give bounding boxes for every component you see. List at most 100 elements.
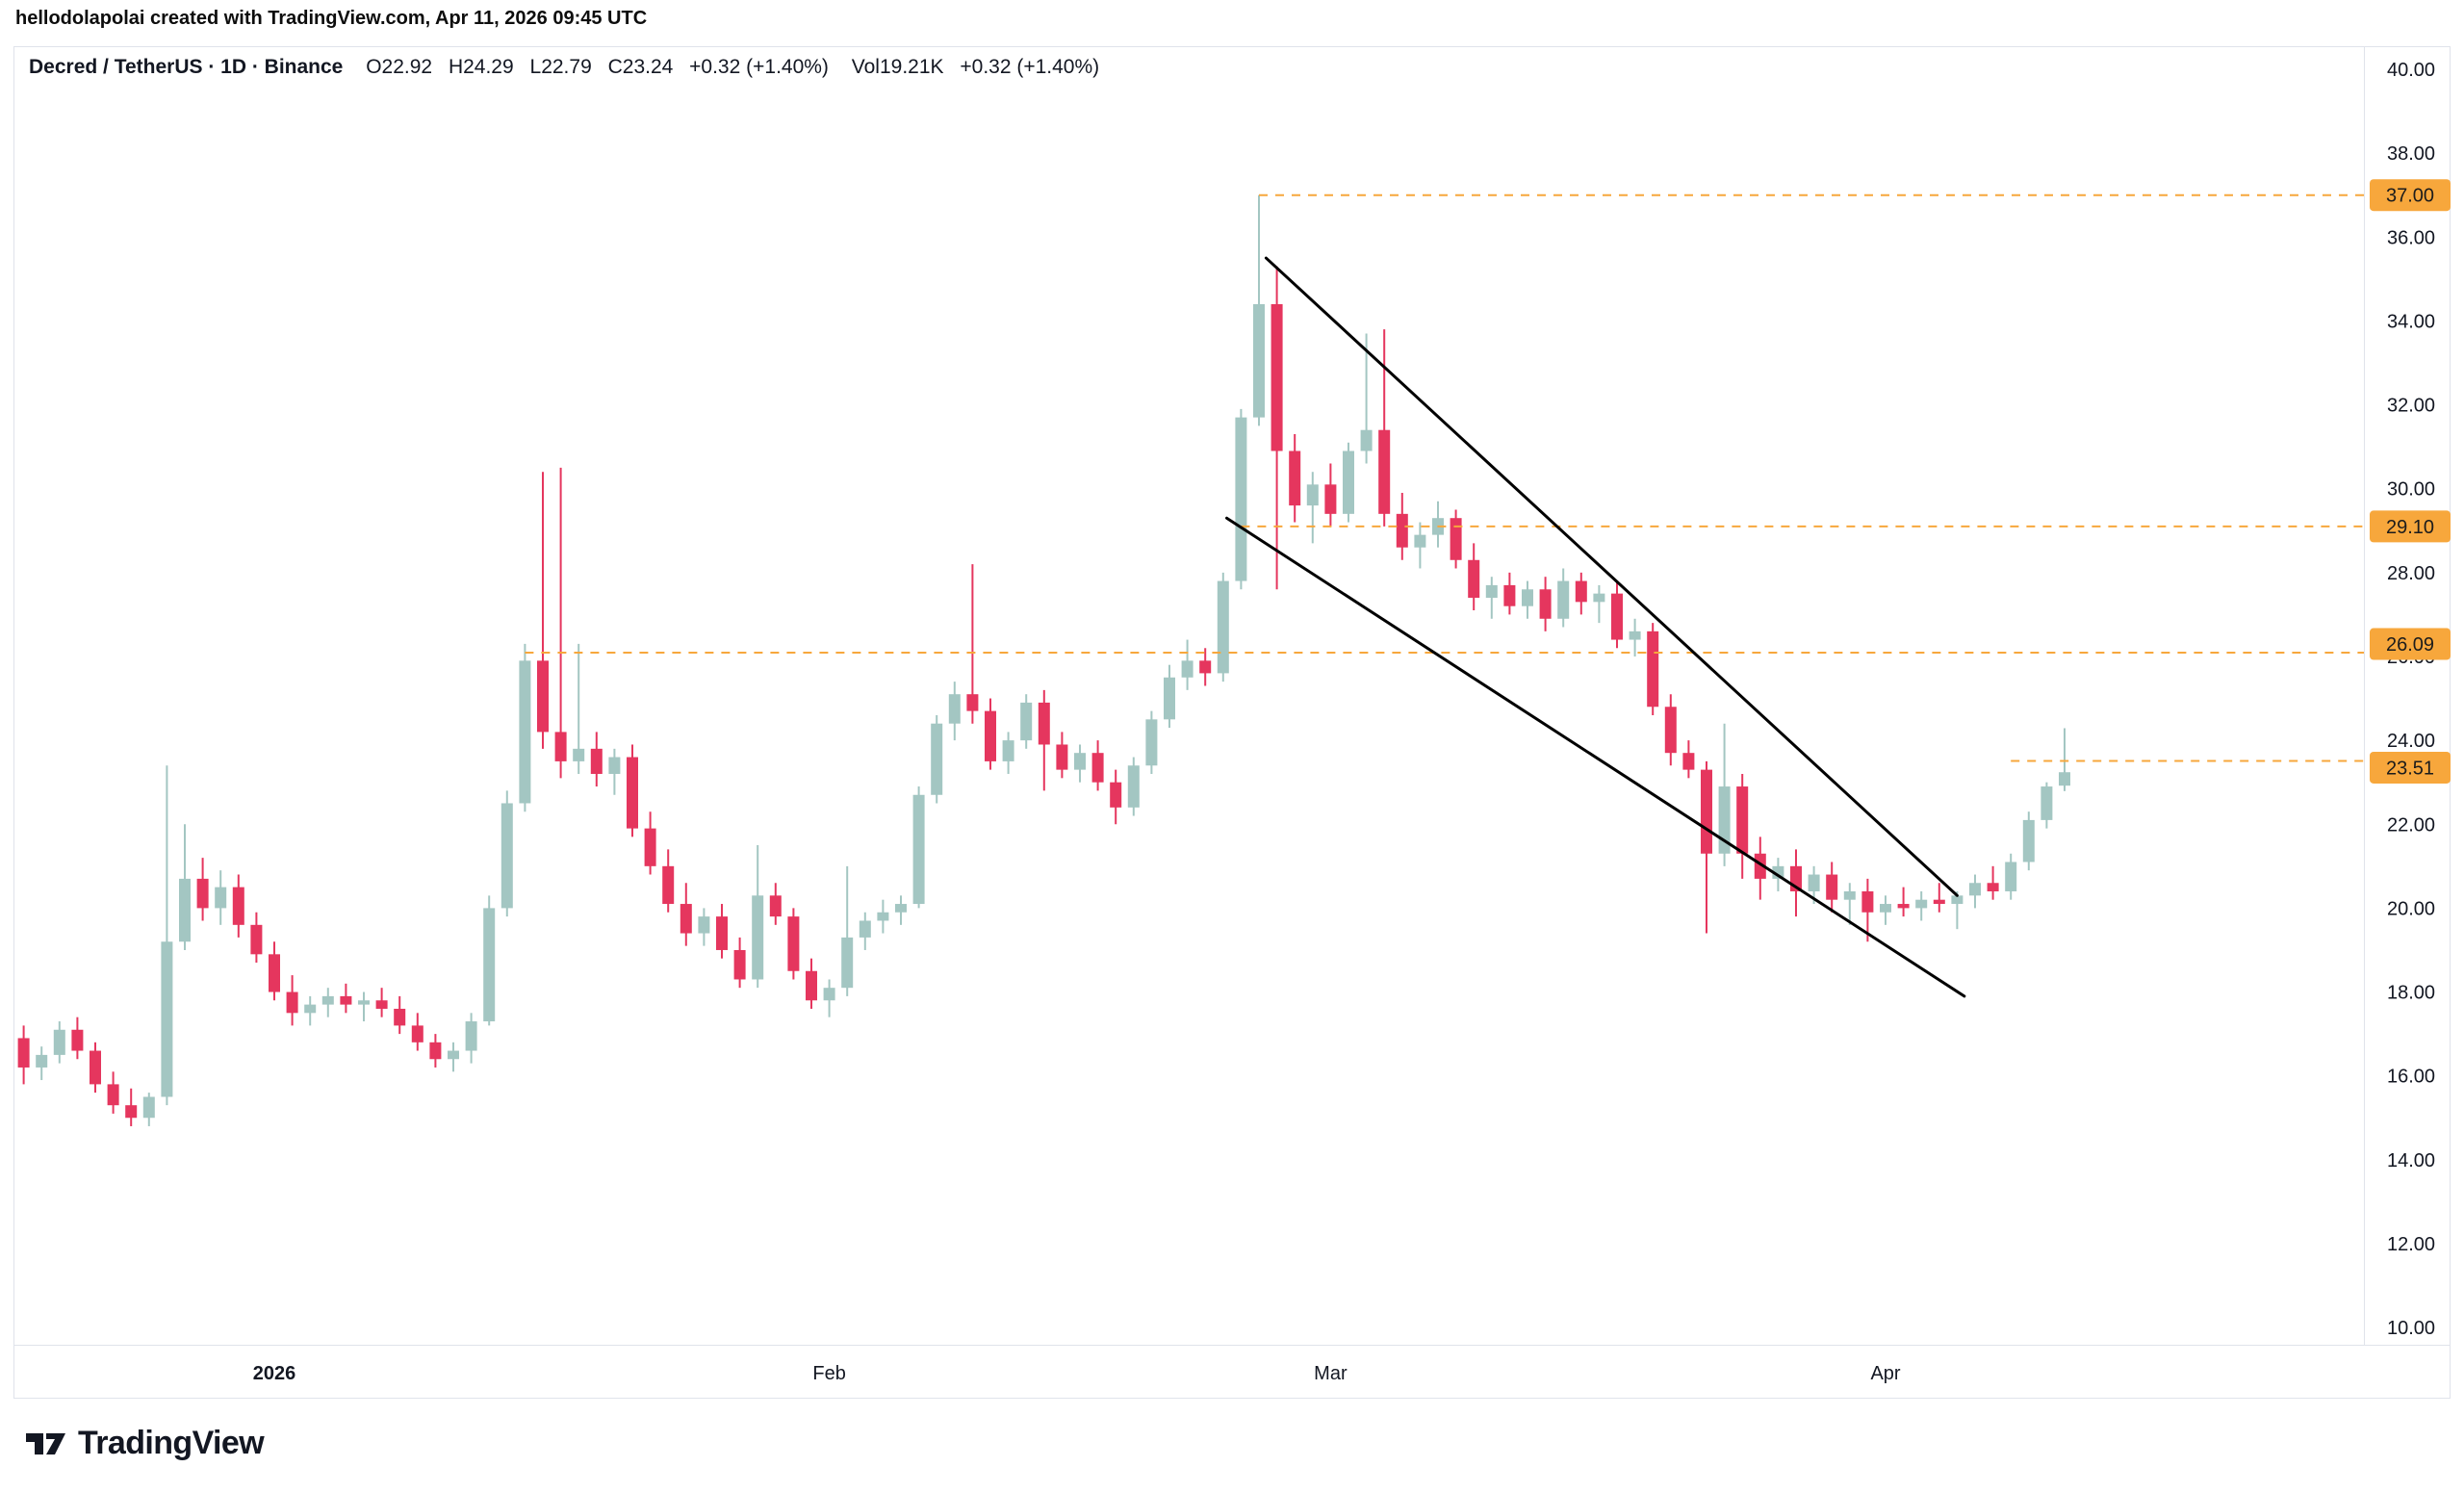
candle-body <box>1933 899 1945 905</box>
tradingview-logo[interactable]: TradingView <box>25 1425 265 1462</box>
candle <box>1897 887 1910 917</box>
candle-body <box>1289 450 1301 506</box>
candle-body <box>1915 899 1928 909</box>
ohlc-close: C23.24 <box>607 56 674 78</box>
time-axis[interactable]: 2026 Feb Mar Apr <box>253 1363 1901 1384</box>
candle-body <box>1199 660 1212 674</box>
candle <box>1503 572 1516 615</box>
candle <box>1701 760 1712 934</box>
candle <box>1718 723 1731 866</box>
candle <box>1164 664 1175 729</box>
price-badge-label: 23.51 <box>2386 758 2434 779</box>
candle <box>537 472 549 749</box>
candle-body <box>36 1054 48 1068</box>
candle-body <box>429 1042 442 1060</box>
candle <box>1378 329 1391 527</box>
candle <box>411 1013 424 1051</box>
candle <box>215 870 227 925</box>
candle-body <box>1485 584 1498 598</box>
candle <box>1074 744 1086 783</box>
attribution-text: hellodolapolai created with TradingView.… <box>15 8 648 29</box>
candlestick-series <box>17 194 2070 1126</box>
price-badge-box <box>2370 510 2451 543</box>
price-tick-label: 40.00 <box>2387 60 2435 81</box>
candle <box>53 1021 65 1064</box>
candle-body <box>90 1050 101 1085</box>
candle-body <box>1843 890 1856 900</box>
symbol-title[interactable]: Decred / TetherUS · 1D · Binance <box>29 56 344 78</box>
candle <box>1843 883 1856 925</box>
candle <box>1145 710 1158 774</box>
candle-body <box>733 949 746 980</box>
candle <box>966 564 979 724</box>
candle-body <box>2005 862 2017 891</box>
price-line-badge: 23.51 <box>2370 751 2451 784</box>
price-tick-label: 10.00 <box>2387 1318 2435 1339</box>
candle-body <box>1306 484 1319 506</box>
candle <box>1020 694 1033 749</box>
candle-body <box>2040 786 2053 820</box>
tradingview-logo-icon <box>26 1432 65 1454</box>
candle-body <box>125 1105 138 1119</box>
candle-body <box>787 916 800 971</box>
price-tick-label: 14.00 <box>2387 1150 2435 1171</box>
candle-body <box>1235 417 1247 581</box>
candle-body <box>1414 534 1426 548</box>
candle <box>375 988 388 1017</box>
candle <box>806 958 817 1009</box>
price-tick-label: 34.00 <box>2387 311 2435 332</box>
candle-body <box>985 710 996 761</box>
candle <box>90 1042 101 1094</box>
candle-body <box>1343 450 1354 514</box>
candle <box>483 895 496 1026</box>
candle-body <box>1074 753 1086 770</box>
candle-body <box>1450 518 1462 560</box>
candle-body <box>1701 769 1712 854</box>
candle-body <box>1682 753 1695 770</box>
candle-body <box>769 895 782 917</box>
candle-body <box>142 1096 155 1119</box>
chart-legend: Decred / TetherUS · 1D · Binance O22.92 … <box>29 56 1116 79</box>
time-tick-label: Feb <box>812 1363 845 1384</box>
price-tick-label: 36.00 <box>2387 227 2435 248</box>
candle <box>2005 853 2017 900</box>
candle <box>877 899 889 934</box>
candle-body <box>304 1004 317 1014</box>
trend-line[interactable] <box>1264 256 1959 897</box>
candle <box>1199 648 1212 686</box>
candle-body <box>1718 786 1731 854</box>
candle <box>1682 740 1695 779</box>
trend-line[interactable] <box>1225 516 1966 998</box>
candle-body <box>1110 782 1122 808</box>
price-lines <box>525 193 2364 762</box>
price-axis[interactable]: 40.0038.0036.0034.0032.0030.0028.0026.00… <box>2387 60 2435 1339</box>
candle-body <box>806 970 817 1001</box>
candle <box>1056 732 1068 779</box>
candle-body <box>465 1021 477 1051</box>
candle-body <box>841 937 854 989</box>
candle <box>1987 865 1999 900</box>
candle-body <box>554 732 567 761</box>
candle-body <box>948 694 961 724</box>
candle-body <box>877 912 889 921</box>
candle-body <box>752 895 764 980</box>
candle-body <box>1593 593 1605 603</box>
candle <box>125 1088 138 1126</box>
candle <box>1181 639 1194 690</box>
ohlc-open: O22.92 <box>366 56 433 78</box>
candle-body <box>912 794 925 905</box>
candle-body <box>2059 772 2070 786</box>
trend-lines <box>1225 256 1966 998</box>
candle <box>448 1042 459 1072</box>
price-tick-label: 30.00 <box>2387 479 2435 501</box>
candle-body <box>1754 853 1766 879</box>
candle-body <box>53 1029 65 1055</box>
candle-body <box>107 1084 119 1106</box>
candle <box>1969 874 1981 909</box>
time-tick-label: Apr <box>1870 1363 1900 1384</box>
candle <box>573 643 585 774</box>
candle-body <box>1217 580 1229 674</box>
time-tick-label: Mar <box>1314 1363 1348 1384</box>
candle <box>823 979 835 1017</box>
